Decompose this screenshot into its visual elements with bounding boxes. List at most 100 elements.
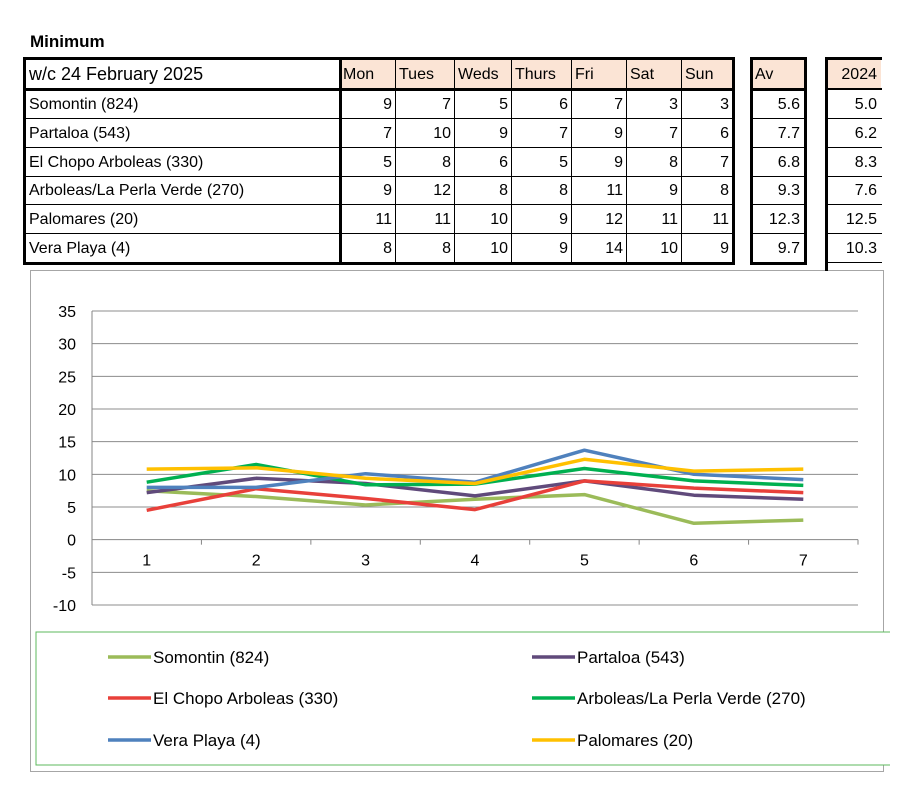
table-cell: 9 [559,211,568,228]
table-cell: 8 [442,240,451,257]
table-cell: 7 [720,154,729,171]
table-border [23,88,735,91]
table-cell: 9 [614,125,623,142]
average-cell: 9.3 [777,182,800,199]
y-tick-label: 25 [58,369,76,386]
row-divider [825,204,882,205]
table-cell: 9 [720,240,729,257]
x-tick-label: 4 [471,553,480,570]
table-cell: 8 [559,182,568,199]
table-cell: 10 [490,211,508,228]
legend-label: Vera Playa (4) [153,731,261,750]
prev-year-cell: 7.6 [854,182,877,199]
table-cell: 6 [720,125,729,142]
table-border [825,57,882,60]
row-divider [825,118,882,119]
row-divider [750,147,807,148]
table-cell: 8 [669,154,678,171]
row-divider [750,176,807,177]
series-line-1 [146,476,804,501]
y-tick-label: 20 [58,402,76,419]
series-line-5 [146,457,804,486]
day-header: Thurs [512,60,572,89]
table-cell: 7 [669,125,678,142]
day-header: Tues [396,60,455,89]
table-cell: 11 [712,211,729,228]
average-cell: 12.3 [768,211,800,228]
day-header: Fri [572,60,627,89]
legend-label: Somontin (824) [153,648,269,667]
row-name: Partaloa (543) [29,125,131,142]
legend-label: El Chopo Arboleas (330) [153,689,338,708]
table-cell: 11 [434,211,451,228]
x-tick-label: 3 [361,553,370,570]
table-cell: 10 [433,125,451,142]
table-cell: 8 [383,240,392,257]
table-cell: 14 [605,240,623,257]
table-border [804,57,807,265]
x-tick-label: 1 [142,553,151,570]
average-cell: 9.7 [777,240,800,257]
row-divider [23,233,735,234]
av-header: Av [752,60,804,89]
table-cell: 7 [383,125,392,142]
average-cell: 7.7 [777,125,800,142]
column-divider [571,57,572,262]
prev-year-cell: 10.3 [845,240,877,257]
y-tick-label: 5 [67,500,76,517]
table-border [339,57,342,265]
x-tick-label: 6 [689,553,698,570]
row-divider [825,176,882,177]
table-cell: 11 [661,211,678,228]
row-divider [23,118,735,119]
row-name: Palomares (20) [29,211,139,228]
table-cell: 5 [559,154,568,171]
prev-year-cell: 12.5 [845,211,877,228]
x-tick-label: 7 [799,553,808,570]
table-cell: 11 [606,182,623,199]
prev-year-cell: 6.2 [854,125,877,142]
table-cell: 9 [669,182,678,199]
table-cell: 11 [375,211,392,228]
table-border [750,262,807,265]
row-divider [825,147,882,148]
line-chart: -10 -5 0 5 10 15 20 25 30 35 1 2 3 4 5 6 7 Somontin (824)… [30,270,890,772]
table-cell: 12 [433,182,451,199]
x-tick-label: 5 [580,553,589,570]
table-title: Minimum [30,32,105,51]
row-divider [23,147,735,148]
row-divider [825,233,882,234]
table-border [23,262,735,265]
row-divider [825,262,882,263]
series-line-0 [146,488,804,526]
column-divider [454,57,455,262]
row-divider [750,204,807,205]
day-header: Mon [340,60,396,89]
prev-year-cell: 8.3 [854,154,877,171]
day-header: Weds [455,60,512,89]
table-cell: 5 [383,154,392,171]
table-cell: 5 [499,96,508,113]
table-border [23,57,735,60]
table-cell: 8 [720,182,729,199]
row-divider [23,176,735,177]
y-tick-label: 35 [58,304,76,321]
table-cell: 9 [559,240,568,257]
table-cell: 12 [605,211,623,228]
prev-year-cell: 5.0 [854,96,877,113]
table-border [750,57,753,265]
y-tick-label: 0 [67,533,76,550]
table-cell: 6 [559,96,568,113]
row-divider [750,233,807,234]
y-tick-label: -10 [53,598,76,615]
table-cell: 3 [669,96,678,113]
table-cell: 8 [499,182,508,199]
legend-label: Palomares (20) [577,731,693,750]
column-divider [511,57,512,262]
column-divider [626,57,627,262]
table-border [732,57,735,265]
y-tick-label: -5 [62,565,76,582]
column-divider [395,57,396,262]
table-border [750,88,807,91]
column-divider [681,57,682,262]
